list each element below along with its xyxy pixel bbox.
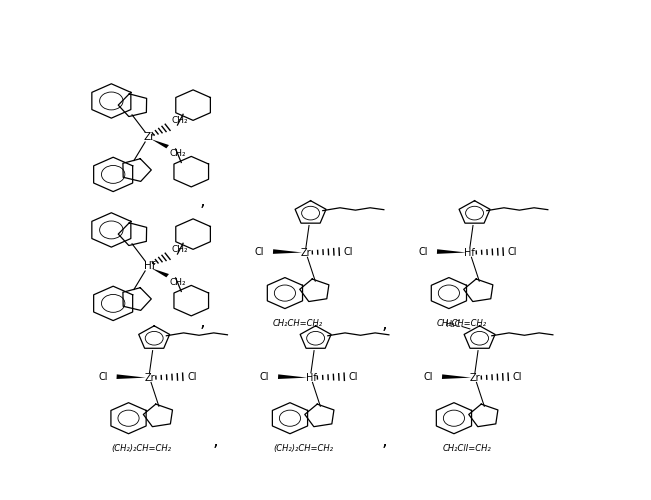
Polygon shape [117, 374, 146, 379]
Text: Hf: Hf [144, 261, 155, 271]
Text: Cl: Cl [507, 246, 517, 256]
Text: Zr: Zr [144, 372, 155, 382]
Polygon shape [437, 249, 466, 254]
Text: Cl: Cl [260, 372, 270, 382]
Polygon shape [442, 374, 471, 379]
Text: ,: , [381, 432, 387, 450]
Text: Cl: Cl [512, 372, 522, 382]
Text: Cl: Cl [187, 372, 197, 382]
Text: CH₂CH=CH₂: CH₂CH=CH₂ [437, 318, 487, 328]
Text: Cl: Cl [424, 372, 434, 382]
Text: Zr: Zr [144, 132, 155, 142]
Text: (CH₂)₂CH=CH₂: (CH₂)₂CH=CH₂ [273, 444, 333, 452]
Text: Cl: Cl [98, 372, 108, 382]
Text: ,: , [200, 313, 205, 331]
Text: (CH₂)₂CH=CH₂: (CH₂)₂CH=CH₂ [112, 444, 172, 452]
Text: CH₂ClI=CH₂: CH₂ClI=CH₂ [443, 444, 492, 452]
Text: CH₂CH=CH₂: CH₂CH=CH₂ [273, 318, 323, 328]
Polygon shape [278, 374, 307, 379]
Text: Cl: Cl [348, 372, 358, 382]
Text: Hf: Hf [305, 372, 316, 382]
Polygon shape [151, 139, 169, 148]
Text: Hf: Hf [464, 248, 475, 258]
Polygon shape [273, 249, 302, 254]
Text: CH₂: CH₂ [171, 245, 188, 254]
Text: CH₂: CH₂ [169, 149, 186, 158]
Text: CH₂: CH₂ [169, 278, 186, 287]
Text: ,: , [212, 432, 218, 450]
Text: Zr: Zr [469, 372, 480, 382]
Text: Zr: Zr [301, 248, 311, 258]
Polygon shape [151, 268, 169, 278]
Text: CH₂: CH₂ [171, 116, 188, 125]
Text: Cl: Cl [419, 246, 428, 256]
Text: Cl: Cl [344, 246, 353, 256]
Text: Cl: Cl [255, 246, 264, 256]
Text: H₃C: H₃C [445, 320, 460, 330]
Text: ,: , [200, 192, 205, 210]
Text: ,: , [381, 314, 387, 332]
